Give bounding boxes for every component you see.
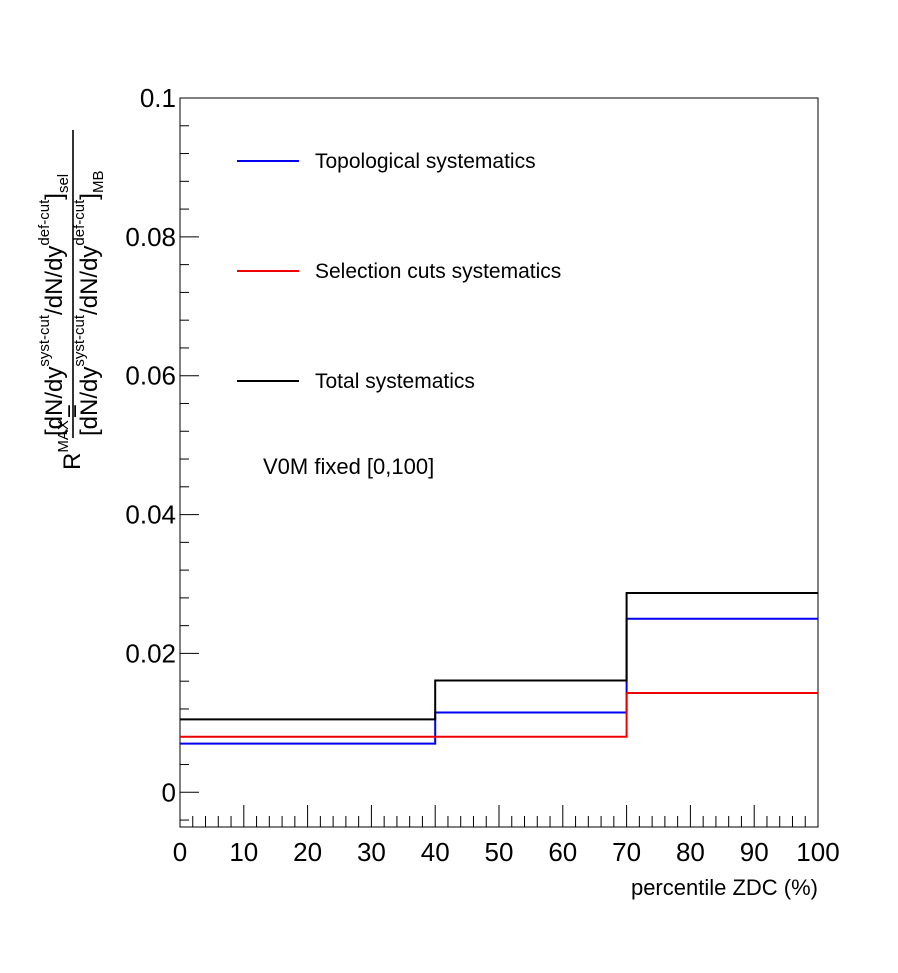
series-group (180, 592, 818, 745)
x-tick-label: 20 (293, 837, 322, 867)
series-line (180, 692, 818, 738)
legend-label: Topological systematics (315, 150, 536, 173)
x-tick-label: 40 (421, 837, 450, 867)
y-tick-label: 0.1 (140, 83, 176, 113)
x-tick-label: 10 (229, 837, 258, 867)
y-title-numerator: [dN/dysyst-cut/dN/dydef-cut]sel (36, 174, 72, 436)
x-tick-label: 30 (357, 837, 386, 867)
legend-label: Total systematics (315, 370, 475, 393)
x-tick-label: 80 (676, 837, 705, 867)
x-tick-label: 50 (485, 837, 514, 867)
y-tick-label: 0 (162, 777, 176, 807)
y-tick-label: 0.04 (125, 500, 176, 530)
legend-label: Selection cuts systematics (315, 260, 561, 283)
series-line (180, 592, 818, 721)
y-tick-label: 0.08 (125, 222, 176, 252)
legend: Topological systematics Selection cuts sy… (237, 150, 561, 393)
x-axis-title: percentile ZDC (%) (631, 875, 818, 900)
axes: 0 10 20 30 40 50 60 70 80 90 100 0 0.02 0.04 0.06 0.08 0… (125, 83, 839, 867)
y-tick-label: 0.06 (125, 361, 176, 391)
series-line (180, 617, 818, 745)
y-title-denominator: [dN/dysyst-cut/dN/dydef-cut]MB (71, 171, 107, 436)
x-tick-label: 70 (612, 837, 641, 867)
x-tick-label: 60 (548, 837, 577, 867)
annotation-label: V0M fixed [0,100] (263, 454, 434, 479)
y-tick-label: 0.02 (125, 638, 176, 668)
y-axis-title: RMAX= [dN/dysyst-cut/dN/dydef-cut]sel [d… (36, 130, 107, 470)
x-tick-label: 90 (740, 837, 769, 867)
x-tick-label: 0 (173, 837, 187, 867)
x-tick-label: 100 (796, 837, 839, 867)
